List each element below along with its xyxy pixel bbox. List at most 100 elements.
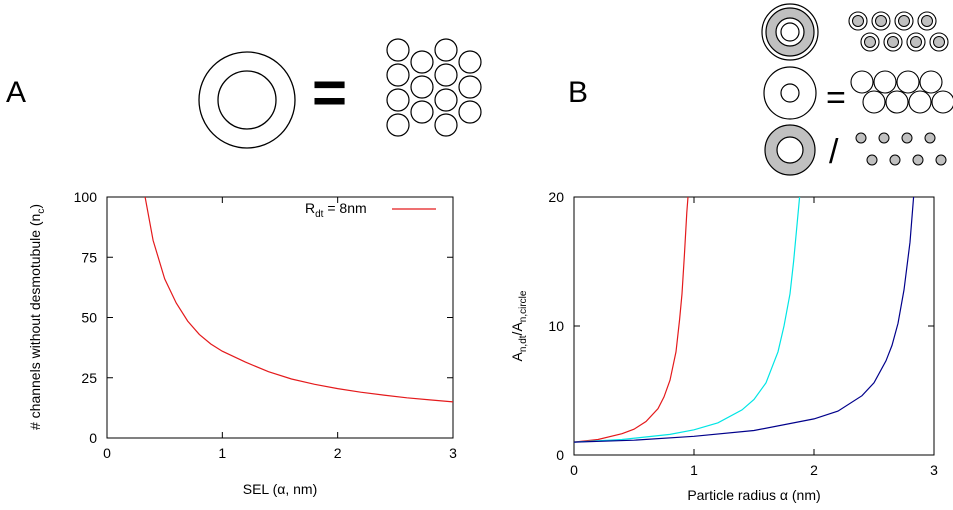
chart-b-y-tick-label: 0 xyxy=(556,447,564,463)
small-ring-outer xyxy=(860,32,880,52)
annulus-inner-circle xyxy=(217,70,277,130)
small-gray-dot xyxy=(901,132,913,144)
small-open-circle xyxy=(931,90,953,114)
row2-inner-circle xyxy=(780,83,800,103)
small-channel-circles xyxy=(386,38,482,137)
chart-b-ticks: 0 1 2 3 0 10 20 xyxy=(548,189,938,478)
channel-circle xyxy=(410,50,434,74)
chart-a-legend: Rdt = 8nm xyxy=(305,200,436,220)
small-open-circle xyxy=(908,90,932,114)
small-gray-dot xyxy=(935,154,947,166)
chart-a-y-tick-label: 50 xyxy=(81,310,97,326)
small-ring-outer xyxy=(848,11,868,31)
small-ring-gray xyxy=(875,15,887,27)
small-ring-gray xyxy=(864,36,876,48)
small-ring-outer xyxy=(871,11,891,31)
small-ring-gray xyxy=(887,36,899,48)
chart-a-x-tick-label: 0 xyxy=(103,445,111,461)
channel-circle xyxy=(386,113,410,137)
annulus-outer-circle xyxy=(198,51,296,149)
small-gray-dot xyxy=(878,132,890,144)
chart-b-x-tick-label: 1 xyxy=(690,462,698,478)
small-ring-outer xyxy=(906,32,926,52)
small-gray-dot xyxy=(855,132,867,144)
chart-a-x-tick-label: 1 xyxy=(218,445,226,461)
panel-b-schematic: = / xyxy=(761,3,953,176)
row3-small-gray-dots xyxy=(855,132,947,166)
channel-circle xyxy=(434,63,458,87)
legend-entry-label: Rdt = 8nm xyxy=(305,200,367,220)
row2-outer-circle xyxy=(763,66,817,120)
small-gray-dot xyxy=(866,154,878,166)
channel-circle xyxy=(434,38,458,62)
chart-a-x-tick-label: 2 xyxy=(334,445,342,461)
small-open-circle xyxy=(896,70,920,94)
equals-sign: = xyxy=(312,59,347,126)
row3-divide-sign: / xyxy=(829,133,839,171)
chart-b-y-tick-label: 20 xyxy=(548,189,564,205)
row3-inner-circle xyxy=(776,136,804,164)
channel-circle xyxy=(386,88,410,112)
chart-b-x-tick-label: 3 xyxy=(930,462,938,478)
panel-a-letter: A xyxy=(6,76,26,109)
small-ring-gray xyxy=(933,36,945,48)
panel-b-letter: B xyxy=(568,76,588,109)
channel-circle xyxy=(458,75,482,99)
small-ring-outer xyxy=(929,32,949,52)
small-ring-gray xyxy=(898,15,910,27)
row1-core-circle xyxy=(780,22,800,42)
small-gray-dot xyxy=(912,154,924,166)
chart-a-ticks: 0 1 2 3 0 25 50 75 100 xyxy=(74,189,457,461)
small-ring-outer xyxy=(917,11,937,31)
chart-a-y-tick-label: 25 xyxy=(81,370,97,386)
small-ring-gray xyxy=(921,15,933,27)
chart-b-y-axis-label: An,dt/An,circle xyxy=(509,290,529,361)
channel-circle xyxy=(458,50,482,74)
chart-a-x-axis-label: SEL (α, nm) xyxy=(243,481,317,497)
small-open-circle xyxy=(885,90,909,114)
chart-a-y-axis-label: # channels without desmotubule (nc) xyxy=(27,204,47,430)
small-ring-gray xyxy=(910,36,922,48)
chart-a-plot-frame xyxy=(106,196,454,439)
small-open-circle xyxy=(850,70,874,94)
row1-small-rings xyxy=(848,11,949,52)
channel-circle xyxy=(410,75,434,99)
small-ring-gray xyxy=(852,15,864,27)
channel-circle xyxy=(458,100,482,124)
small-ring-outer xyxy=(883,32,903,52)
chart-b-x-tick-label: 2 xyxy=(810,462,818,478)
chart-b: 0 1 2 3 0 10 20 Particle radius α (nm) An,dt/A… xyxy=(509,189,938,503)
chart-b-series-line-2 xyxy=(574,197,915,443)
small-gray-dot xyxy=(889,154,901,166)
chart-b-series xyxy=(574,197,915,443)
chart-b-plot-frame xyxy=(573,196,935,456)
row1-inner-ring xyxy=(775,17,805,47)
row1-outer-ring xyxy=(761,3,819,61)
panel-a-schematic: = xyxy=(198,38,482,149)
chart-a-y-tick-label: 0 xyxy=(89,430,97,446)
chart-b-series-line-1 xyxy=(574,197,801,443)
row2-equals-sign: = xyxy=(826,79,846,117)
small-open-circle xyxy=(873,70,897,94)
row2-small-circles xyxy=(850,70,953,114)
chart-a-series xyxy=(144,197,453,403)
small-open-circle xyxy=(919,70,943,94)
chart-a-x-tick-label: 3 xyxy=(449,445,457,461)
chart-b-series-line-0 xyxy=(574,197,689,443)
chart-a: 0 1 2 3 0 25 50 75 100 Rdt = 8nm SEL (α, nm) # c… xyxy=(27,189,457,497)
chart-b-y-tick-label: 10 xyxy=(548,318,564,334)
channel-circle xyxy=(410,100,434,124)
channel-circle xyxy=(386,63,410,87)
small-gray-dot xyxy=(924,132,936,144)
small-open-circle xyxy=(862,90,886,114)
chart-a-y-tick-label: 100 xyxy=(74,189,98,205)
chart-b-x-axis-label: Particle radius α (nm) xyxy=(687,487,820,503)
chart-a-series-line-0 xyxy=(144,197,453,403)
small-ring-outer xyxy=(894,11,914,31)
channel-circle xyxy=(434,88,458,112)
channel-circle xyxy=(434,113,458,137)
chart-b-x-tick-label: 0 xyxy=(570,462,578,478)
channel-circle xyxy=(386,38,410,62)
chart-a-y-tick-label: 75 xyxy=(81,249,97,265)
